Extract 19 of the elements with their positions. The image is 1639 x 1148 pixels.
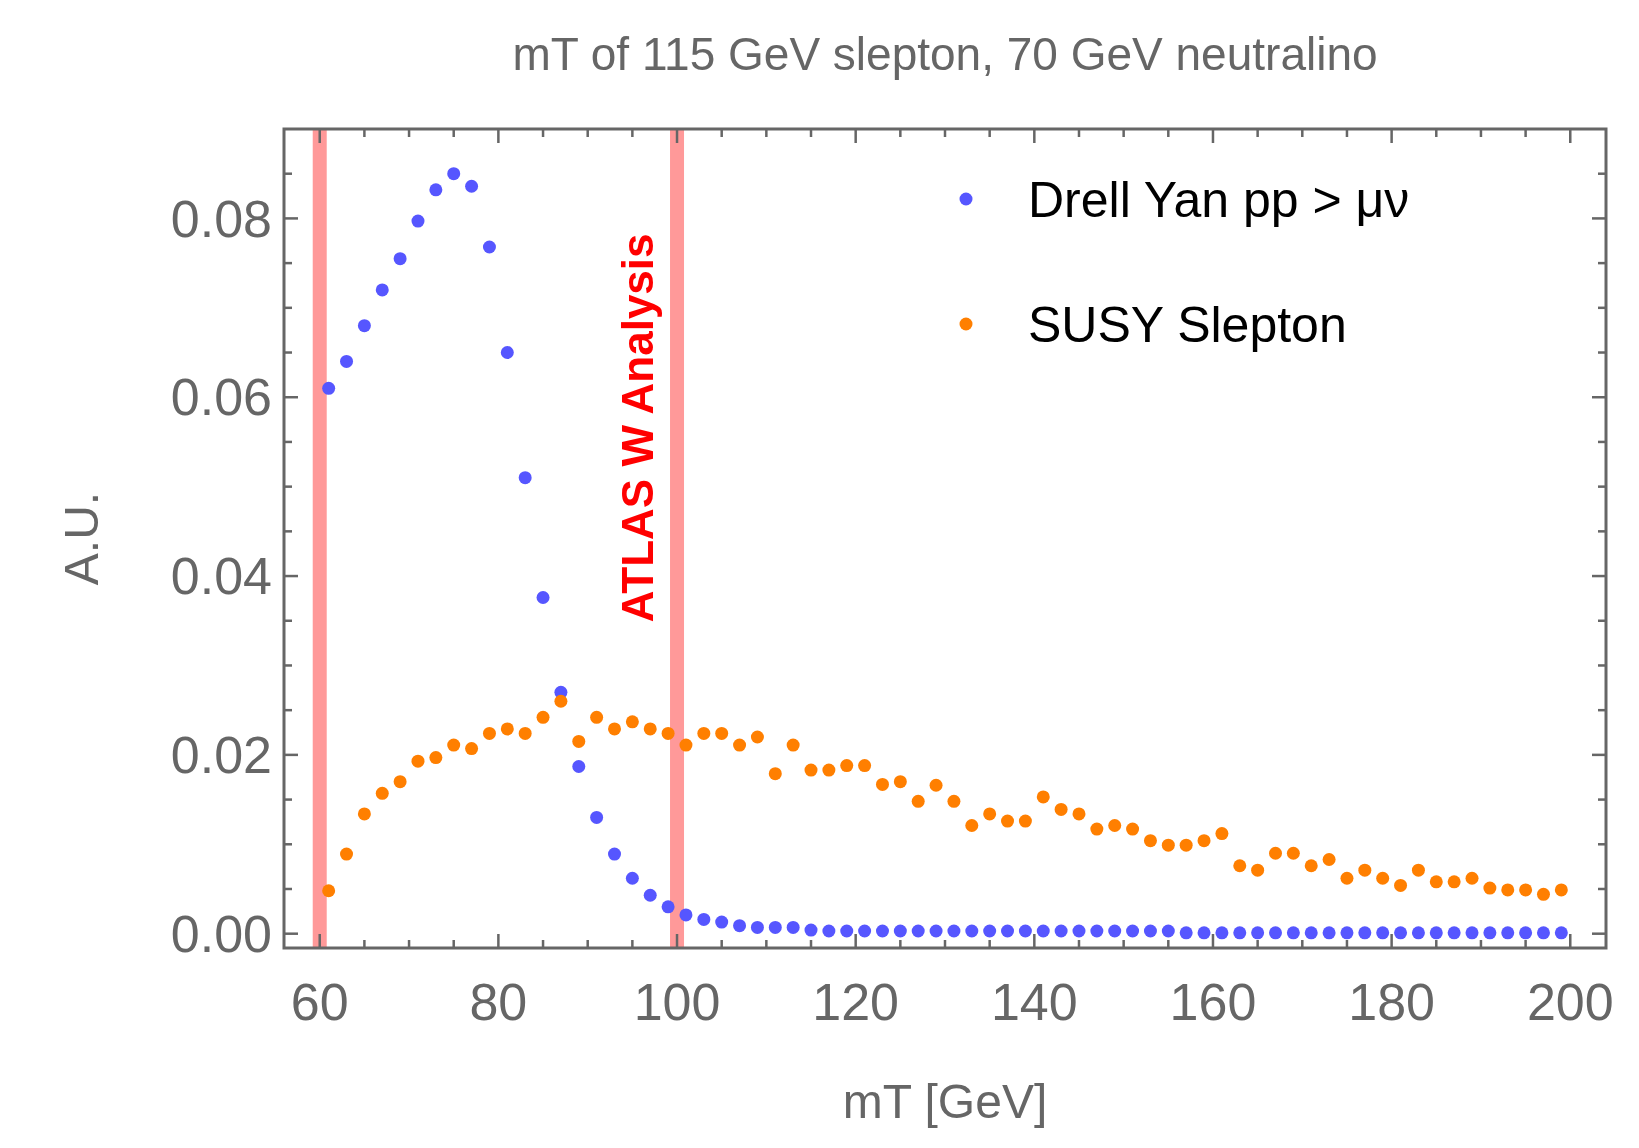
chart-title: mT of 115 GeV slepton, 70 GeV neutralino	[512, 28, 1378, 80]
y-tick-label: 0.00	[170, 904, 272, 963]
x-tick-label: 180	[1348, 973, 1435, 1031]
x-axis-title: mT [GeV]	[842, 1075, 1048, 1128]
ref-line-label: ATLAS W Analysis	[613, 233, 663, 623]
x-tick-label: 160	[1169, 973, 1257, 1031]
y-axis-title: A.U.	[55, 491, 108, 586]
x-tick-label: 140	[990, 973, 1078, 1031]
y-tick-label: 0.08	[170, 189, 272, 248]
y-tick-label: 0.04	[170, 547, 272, 606]
x-tick-label: 100	[633, 973, 721, 1031]
y-tick-label: 0.06	[170, 368, 272, 427]
x-tick-label: 200	[1526, 973, 1614, 1031]
x-tick-label: 120	[812, 973, 900, 1031]
legend-label: Drell Yan pp > μν	[1028, 171, 1410, 228]
y-tick-label: 0.02	[170, 726, 272, 785]
x-tick-label: 60	[290, 973, 349, 1031]
legend-label: SUSY Slepton	[1028, 296, 1347, 353]
x-tick-label: 80	[469, 973, 528, 1031]
